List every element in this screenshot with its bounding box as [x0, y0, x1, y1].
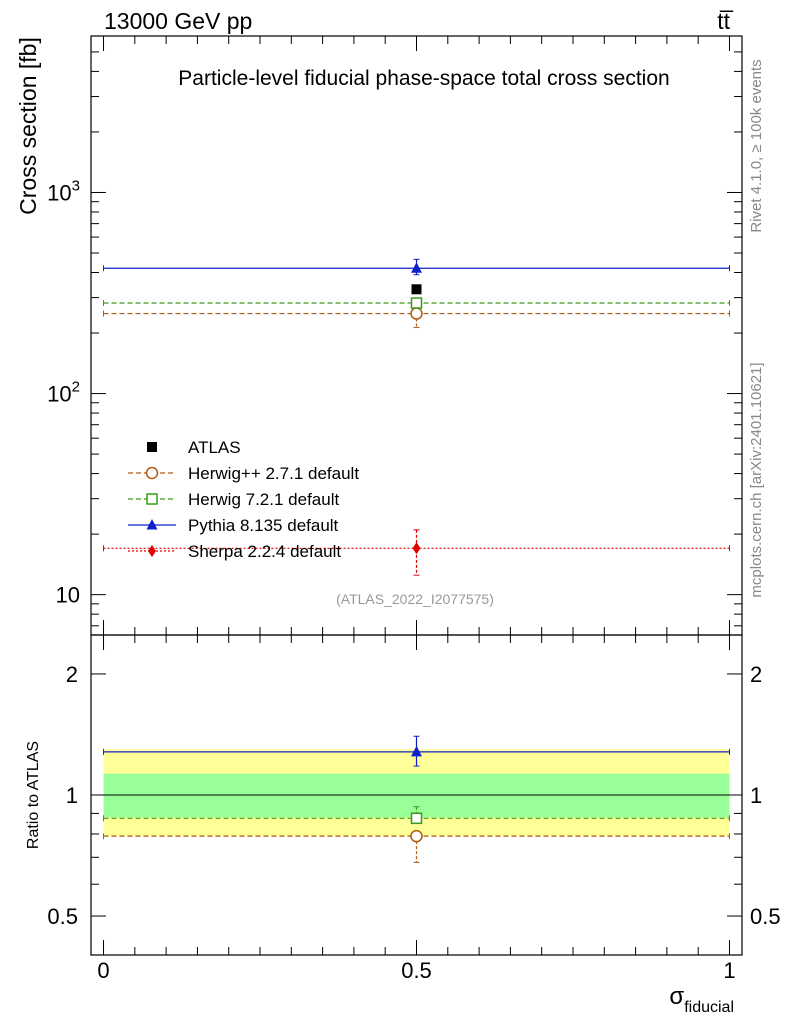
- main-ytick-label: 10: [56, 583, 80, 608]
- main-ytick-label: 103: [47, 177, 80, 205]
- ratio-ytick-label-left: 1: [66, 783, 78, 808]
- legend: ATLAS Herwig++ 2.7.1 default Herwig 7.2.1 …: [128, 438, 359, 561]
- main-sherpa-marker: [412, 542, 421, 555]
- legend-label-pythia: Pythia 8.135 default: [188, 516, 339, 535]
- main-ytick-base: 10: [47, 382, 71, 407]
- legend-marker-herwig7: [146, 493, 158, 505]
- xlabel-main: σ: [669, 983, 684, 1010]
- main-ytick-base: 10: [56, 583, 80, 608]
- main-ytick-base: 10: [47, 180, 71, 205]
- process-label: tt̅: [717, 8, 733, 34]
- main-title: Particle-level fiducial phase-space tota…: [178, 67, 669, 90]
- ratio-tick-labels: 0.5 0.5 1 1 2 2 0 0.5 1: [47, 662, 780, 983]
- main-ytick-exponent: 3: [72, 177, 80, 194]
- ratio-ylabel: Ratio to ATLAS: [25, 741, 42, 849]
- ratio-herwig7-marker: [410, 812, 423, 825]
- legend-marker-herwigpp: [145, 466, 159, 480]
- xtick-label: 0: [97, 958, 109, 983]
- main-pythia-marker: [411, 262, 422, 273]
- legend-label-atlas: ATLAS: [188, 438, 241, 457]
- ratio-pythia-marker: [411, 745, 422, 757]
- main-curves: [103, 258, 730, 576]
- axis-ticks: [91, 35, 742, 956]
- ratio-ytick-label-right: 1: [750, 783, 762, 808]
- ratio-ytick-label-right: 0.5: [750, 904, 781, 929]
- xtick-label: 1: [723, 958, 735, 983]
- main-ytick-exponent: 2: [72, 379, 80, 396]
- ratio-curves: [103, 735, 730, 863]
- main-herwigpp-marker: [410, 307, 423, 320]
- ratio-ytick-label-left: 2: [66, 662, 78, 687]
- ratio-ytick-label-right: 2: [750, 662, 762, 687]
- legend-label-sherpa: Sherpa 2.2.4 default: [188, 542, 341, 561]
- legend-marker-sherpa: [148, 545, 156, 557]
- mcplots-label: mcplots.cern.ch [arXiv:2401.10621]: [748, 362, 765, 597]
- legend-label-herwigpp: Herwig++ 2.7.1 default: [188, 464, 359, 483]
- legend-marker-pythia: [146, 519, 158, 530]
- xlabel: σfiducial: [669, 983, 734, 1016]
- main-ytick-label: 102: [47, 379, 80, 407]
- xtick-label: 0.5: [401, 958, 432, 983]
- main-herwig7-marker: [410, 297, 423, 309]
- main-ylabel: Cross section [fb]: [15, 37, 41, 215]
- xlabel-sub: fiducial: [684, 999, 734, 1016]
- atlas-data-point: [411, 284, 422, 295]
- legend-marker-atlas: [147, 442, 157, 452]
- ratio-ytick-label-left: 0.5: [47, 904, 78, 929]
- analysis-tag: (ATLAS_2022_I2077575): [336, 591, 494, 607]
- ratio-herwigpp-marker: [410, 829, 423, 843]
- rivet-label: Rivet 4.1.0, ≥ 100k events: [748, 59, 765, 232]
- legend-label-herwig7: Herwig 7.2.1 default: [188, 490, 339, 509]
- energy-label: 13000 GeV pp: [104, 8, 252, 34]
